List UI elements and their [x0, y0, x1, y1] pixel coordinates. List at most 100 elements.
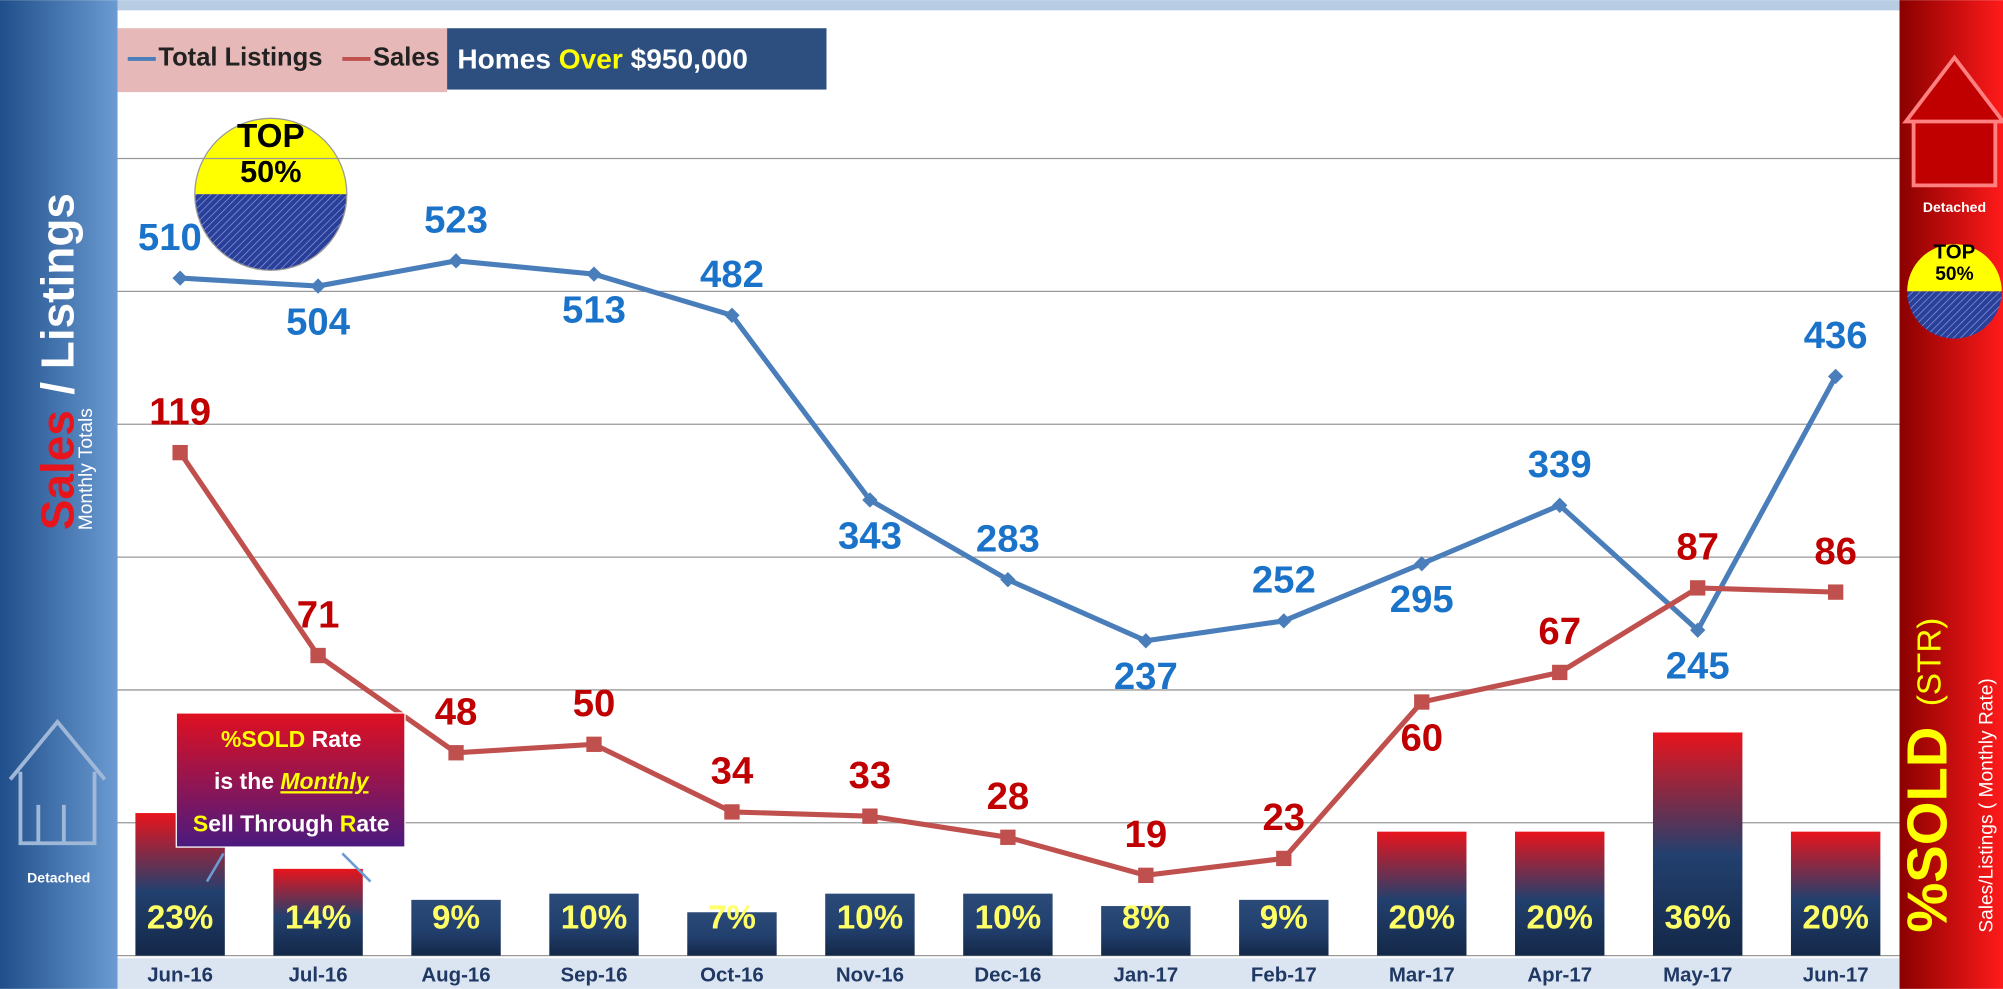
marker [1000, 829, 1016, 845]
marker [172, 270, 188, 286]
marker [1138, 633, 1154, 649]
callout-box [175, 712, 406, 848]
bar-label: 20% [1526, 900, 1592, 937]
bar-label: 10% [837, 900, 903, 937]
bar [1377, 831, 1467, 956]
data-label: 71 [297, 593, 340, 636]
marker [1827, 584, 1844, 600]
house-label: Detached [1923, 199, 1986, 215]
marker [1552, 664, 1568, 681]
x-tick-label: Apr-17 [1527, 964, 1592, 986]
bar-label: 20% [1802, 900, 1868, 937]
data-label: 237 [1114, 655, 1178, 698]
marker [724, 307, 740, 323]
bar-label: 10% [975, 900, 1041, 937]
x-tick-label: May-17 [1663, 964, 1732, 986]
marker [586, 266, 602, 282]
x-tick-label: Jun-17 [1803, 964, 1869, 986]
marker [448, 745, 464, 761]
marker [862, 492, 878, 508]
data-label: 19 [1125, 813, 1168, 856]
marker [310, 278, 326, 294]
x-tick-label: Nov-16 [836, 964, 904, 986]
bar-label: 36% [1664, 900, 1730, 937]
bar-label: 23% [147, 900, 213, 937]
house-label: Detached [27, 870, 90, 886]
data-label: 523 [424, 199, 488, 242]
badge-text: 50% [240, 155, 301, 189]
marker [1690, 580, 1706, 596]
data-label: 34 [711, 750, 754, 793]
marker [1414, 556, 1430, 572]
bar [1652, 732, 1743, 956]
bar [411, 899, 501, 956]
data-label: 60 [1400, 716, 1443, 759]
axis-strip [117, 958, 1900, 989]
marker [172, 444, 188, 461]
marker [1000, 572, 1016, 588]
callout-arrow [205, 852, 372, 883]
data-label: 86 [1814, 530, 1857, 573]
x-tick-label: Jul-16 [289, 964, 348, 986]
bar [1790, 831, 1881, 956]
marker [1138, 867, 1154, 883]
data-label: 482 [700, 253, 764, 296]
left-title: Sales/ Listings [31, 193, 83, 530]
marker [1276, 613, 1292, 629]
marker [1414, 694, 1430, 710]
bar-label: 7% [708, 900, 756, 937]
marker [862, 808, 878, 824]
house-icon [8, 718, 107, 846]
data-label: 436 [1804, 314, 1868, 357]
x-tick-label: Jun-16 [147, 964, 213, 986]
right-subtitle: Sales/Listings ( Monthly Rate) [1977, 678, 1998, 932]
x-tick-label: Oct-16 [700, 964, 764, 986]
data-label: 504 [286, 301, 351, 344]
data-label: 343 [838, 514, 902, 557]
x-tick-label: Sep-16 [561, 964, 628, 986]
bar-label: 10% [561, 900, 627, 937]
data-label: 28 [987, 775, 1030, 818]
data-label: 50 [573, 682, 616, 725]
data-label: 245 [1666, 645, 1730, 688]
bar-label: 14% [285, 900, 351, 937]
x-tick-label: Feb-17 [1251, 964, 1317, 986]
data-label: 283 [976, 517, 1040, 560]
badge-text: 50% [1935, 264, 1973, 285]
bar [1239, 899, 1329, 956]
marker [724, 804, 740, 820]
bar-label: 8% [1122, 900, 1170, 937]
marker [586, 736, 602, 752]
marker [1827, 368, 1844, 385]
badge: TOP 50% [1907, 241, 2002, 339]
marker [310, 647, 326, 664]
bar-label: 9% [432, 900, 480, 937]
data-label: 119 [149, 390, 211, 433]
data-label: 339 [1528, 443, 1592, 486]
left-subtitle: Monthly Totals [76, 408, 97, 530]
bar [549, 893, 639, 956]
data-label: 295 [1390, 578, 1454, 621]
x-tick-label: Dec-16 [974, 964, 1041, 986]
data-label: 33 [849, 754, 892, 797]
legend-label: Total Listings [158, 44, 322, 72]
bar [963, 893, 1053, 956]
right-title: %SOLD(STR) [1895, 618, 1958, 933]
data-label: 87 [1676, 526, 1719, 569]
top-strip [117, 0, 1900, 11]
bar [1101, 906, 1191, 956]
marker [1690, 622, 1706, 638]
callout-text: %SOLD Rate [221, 726, 362, 752]
callout-text: is the Monthly [214, 768, 370, 794]
badge-text: TOP [1934, 241, 1976, 263]
x-tick-label: Mar-17 [1389, 964, 1455, 986]
bar-label: 20% [1389, 900, 1455, 937]
data-label: 252 [1252, 559, 1316, 602]
data-label: 23 [1262, 796, 1305, 839]
legend-title-box [447, 28, 827, 90]
data-label: 67 [1538, 610, 1581, 653]
legend-title: Homes Over $950,000 [457, 44, 748, 75]
data-label: 48 [435, 691, 478, 734]
data-label: 510 [138, 216, 202, 259]
